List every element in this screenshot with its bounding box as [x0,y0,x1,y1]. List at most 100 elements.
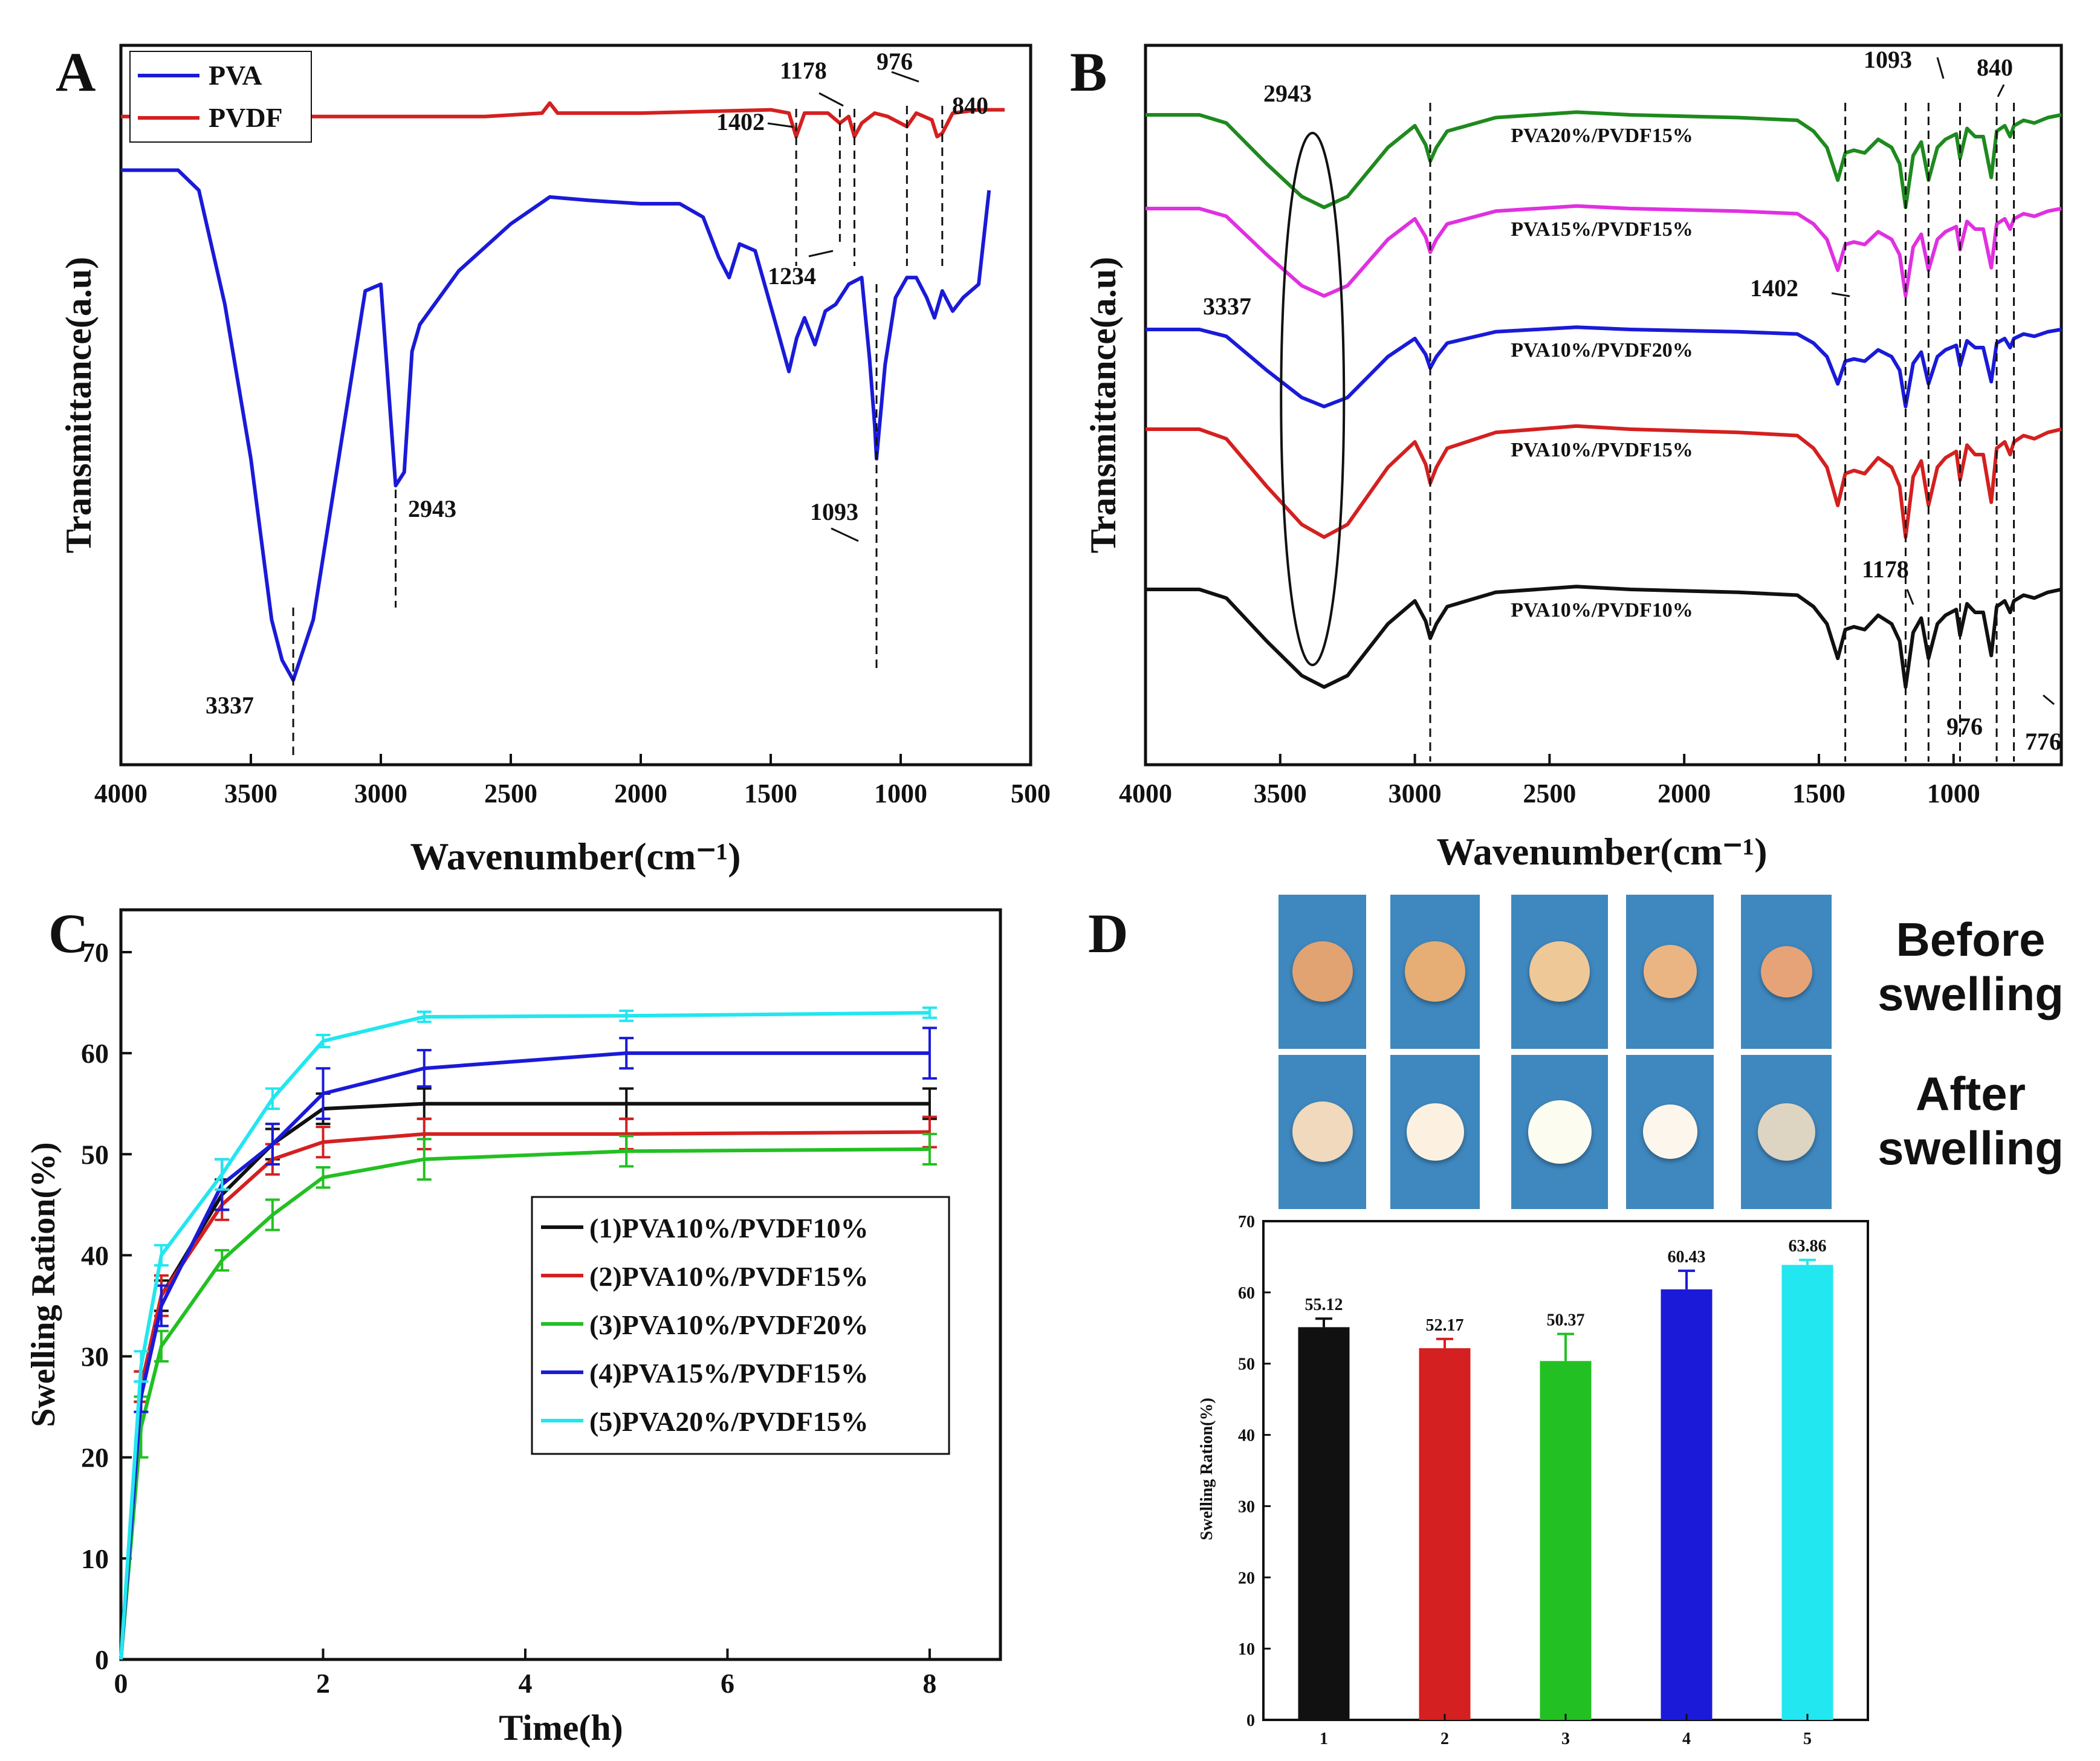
panel-b-peak-label: 1178 [1862,556,1909,583]
panel-a-peak-label: 2943 [408,495,456,522]
panel-d-bar-value-label: 50.37 [1547,1311,1585,1330]
panel-c-ytick-label: 20 [81,1442,109,1473]
panel-d-bar-value-label: 52.17 [1426,1316,1464,1335]
sample-photo [1278,895,1366,1049]
panel-b-peak-label: 2943 [1263,80,1312,107]
panel-b-xtick-label: 4000 [1119,779,1172,808]
panel-d-xtick-label: 1 [1320,1730,1328,1748]
panel-a-annotation-arrow [767,122,794,128]
panel-a-peak-label: 3337 [206,692,254,719]
panel-c-xtick-label: 6 [721,1668,734,1699]
panel-a-ylabel: Transmittance(a.u) [59,257,99,554]
sample-photo [1390,1055,1480,1209]
panel-b-annotation-arrow [1997,84,2005,97]
panel-b-series-line [1146,204,2062,298]
panel-b-peak-label: 1093 [1864,46,1912,73]
sample-photo [1511,895,1608,1049]
panel-d-swelling-bar-chart: 0 10 20 30 40 50 60 70 55.12 1 52.17 2 50.37 3 60.43 4… [1197,1213,1869,1748]
panel-b-series-label: PVA15%/PVDF15% [1511,218,1693,241]
panel-c-ytick-label: 40 [81,1240,109,1271]
sample-photo [1741,895,1832,1049]
panel-letter-d: D [1088,903,1128,964]
sample-disc [1529,941,1590,1002]
panel-d-xtick-label: 2 [1441,1730,1449,1748]
panel-c-ytick-label: 10 [81,1543,109,1574]
panel-a-annotation-arrow [808,250,834,258]
panel-c-legend-label: (1)PVA10%/PVDF10% [589,1213,869,1244]
panel-a-xtick-label: 2000 [614,779,667,808]
panel-a-xtick-label: 3000 [354,779,407,808]
panel-d-bar [1298,1327,1350,1720]
panel-a-legend-label: PVDF [209,102,283,133]
panel-d-ytick-label: 60 [1238,1284,1255,1303]
panel-a-annotation-arrow [891,71,919,83]
panel-b-peak-label: 840 [1977,54,2013,81]
sample-photo [1626,895,1714,1049]
panel-b-annotation-arrow [1906,589,1914,605]
panel-c-xtick-label: 4 [518,1668,532,1699]
panel-b-ylabel: Transmittance(a.u) [1083,257,1123,554]
panel-b-series-label: PVA10%/PVDF10% [1511,599,1693,621]
panel-b-series-line [1146,325,2062,409]
sample-photo [1626,1055,1714,1209]
panel-c-ytick-label: 50 [81,1139,109,1170]
panel-c-xtick-label: 2 [316,1668,330,1699]
panel-b-peak-label: 776 [2025,728,2061,755]
panel-c-xtick-label: 0 [114,1668,128,1699]
sample-disc [1528,1100,1592,1164]
panel-a-peak-label: 976 [877,48,913,75]
panel-d-xtick-label: 4 [1682,1730,1691,1748]
panel-a-series-pvdf [121,101,1005,138]
panel-b-xtick-label: 3500 [1254,779,1307,808]
panel-d-ytick-label: 10 [1238,1640,1255,1659]
panel-b-series-label: PVA10%/PVDF20% [1511,339,1693,362]
sample-photo [1741,1055,1832,1209]
before-swelling-label: Before swelling [1878,913,2064,1020]
panel-c-swelling-time-chart: 0 2 4 6 8 0 10 20 30 40 50 60 70 (1)PVA10%/PVDF10% (2… [25,908,1002,1748]
panel-a-peak-label: 840 [952,92,988,119]
sample-photo [1278,1055,1366,1209]
panel-d-ytick-label: 30 [1238,1497,1255,1516]
panel-a-ftir-chart: 4000 3500 3000 2500 2000 1500 1000 500 PVAPVDF … [59,44,1051,878]
sample-photo [1511,1055,1608,1209]
sample-disc [1292,941,1353,1002]
panel-b-oh-band-ellipse [1280,132,1346,666]
panel-d-bar-value-label: 55.12 [1305,1296,1343,1314]
panel-d-ytick-label: 40 [1238,1427,1255,1445]
panel-c-xtick-label: 8 [922,1668,936,1699]
panel-a-frame [119,44,1032,767]
panel-letter-a: A [56,41,96,103]
panel-a-xtick-label: 500 [1011,779,1051,808]
panel-a-xtick-label: 3500 [224,779,277,808]
panel-c-legend-label: (4)PVA15%/PVDF15% [589,1358,869,1389]
panel-d-ylabel: Swelling Ration(%) [1197,1398,1216,1540]
panel-b-xtick-label: 2500 [1523,779,1576,808]
panel-d-bar [1419,1348,1471,1720]
sample-disc [1406,1103,1464,1161]
sample-disc [1757,1103,1815,1161]
panel-a-peak-label: 1234 [768,262,816,290]
panel-b-frame [1144,44,2063,767]
sample-disc [1405,941,1465,1002]
panel-c-legend-label: (3)PVA10%/PVDF20% [589,1309,869,1340]
sample-disc [1760,945,1812,997]
panel-b-peak-label: 1402 [1750,274,1798,302]
panel-d-bar [1781,1265,1833,1720]
panel-a-legend-label: PVA [209,60,262,91]
panel-b-xtick-label: 1500 [1792,779,1846,808]
panel-b-peak-label: 3337 [1203,293,1251,320]
panel-a-annotation-arrow [818,92,844,107]
panel-c-legend-box [531,1196,950,1455]
after-swelling-label: After swelling [1878,1067,2064,1175]
panel-d-bar [1540,1361,1592,1720]
panel-b-annotation-arrow [2043,694,2055,705]
panel-d-ytick-label: 50 [1238,1355,1255,1374]
panel-a-xtick-label: 1000 [874,779,927,808]
panel-b-annotation-arrow [1936,57,1945,79]
panel-a-xtick-label: 1500 [744,779,797,808]
panel-b-xlabel: Wavenumber(cm⁻¹) [1436,830,1767,873]
panel-b-annotation-arrow [1831,292,1850,297]
sample-photo [1390,895,1480,1049]
panel-a-peak-label: 1178 [780,57,827,84]
